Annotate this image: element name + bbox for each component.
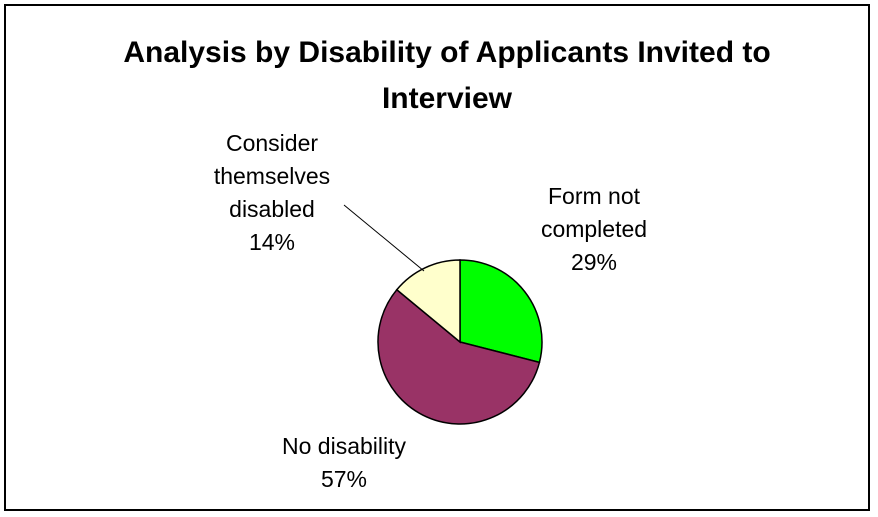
pie-slice-consider-themselves-disabled: [395, 259, 461, 344]
leader-line-consider-disabled: [343, 204, 425, 272]
chart-frame: Analysis by Disability of Applicants Inv…: [4, 4, 870, 511]
pie-slice-no-disability: [377, 288, 541, 425]
chart-title-line-2: Interview: [382, 82, 513, 115]
slice-name-label-consider-themselves-disabled-1: themselves: [214, 163, 330, 189]
slice-name-label-consider-themselves-disabled-0: Consider: [226, 130, 318, 156]
slice-value-label-consider-themselves-disabled: 14%: [249, 229, 295, 255]
chart-title-line-1: Analysis by Disability of Applicants Inv…: [123, 36, 770, 69]
slice-name-label-consider-themselves-disabled-2: disabled: [229, 196, 315, 222]
pie-chart: Analysis by Disability of Applicants Inv…: [123, 36, 770, 492]
pie-slices: [377, 259, 543, 425]
slice-name-label-form-not-completed-1: completed: [541, 216, 647, 242]
slice-value-label-form-not-completed: 29%: [571, 249, 617, 275]
slice-value-label-no-disability: 57%: [321, 466, 367, 492]
slice-name-label-form-not-completed-0: Form not: [548, 183, 641, 209]
slice-labels: Form not completed 29% No disability 57% Cons…: [214, 130, 647, 492]
chart-title: Analysis by Disability of Applicants Inv…: [123, 36, 770, 115]
slice-name-label-no-disability-0: No disability: [282, 433, 406, 459]
pie-slice-form-not-completed: [459, 259, 543, 364]
